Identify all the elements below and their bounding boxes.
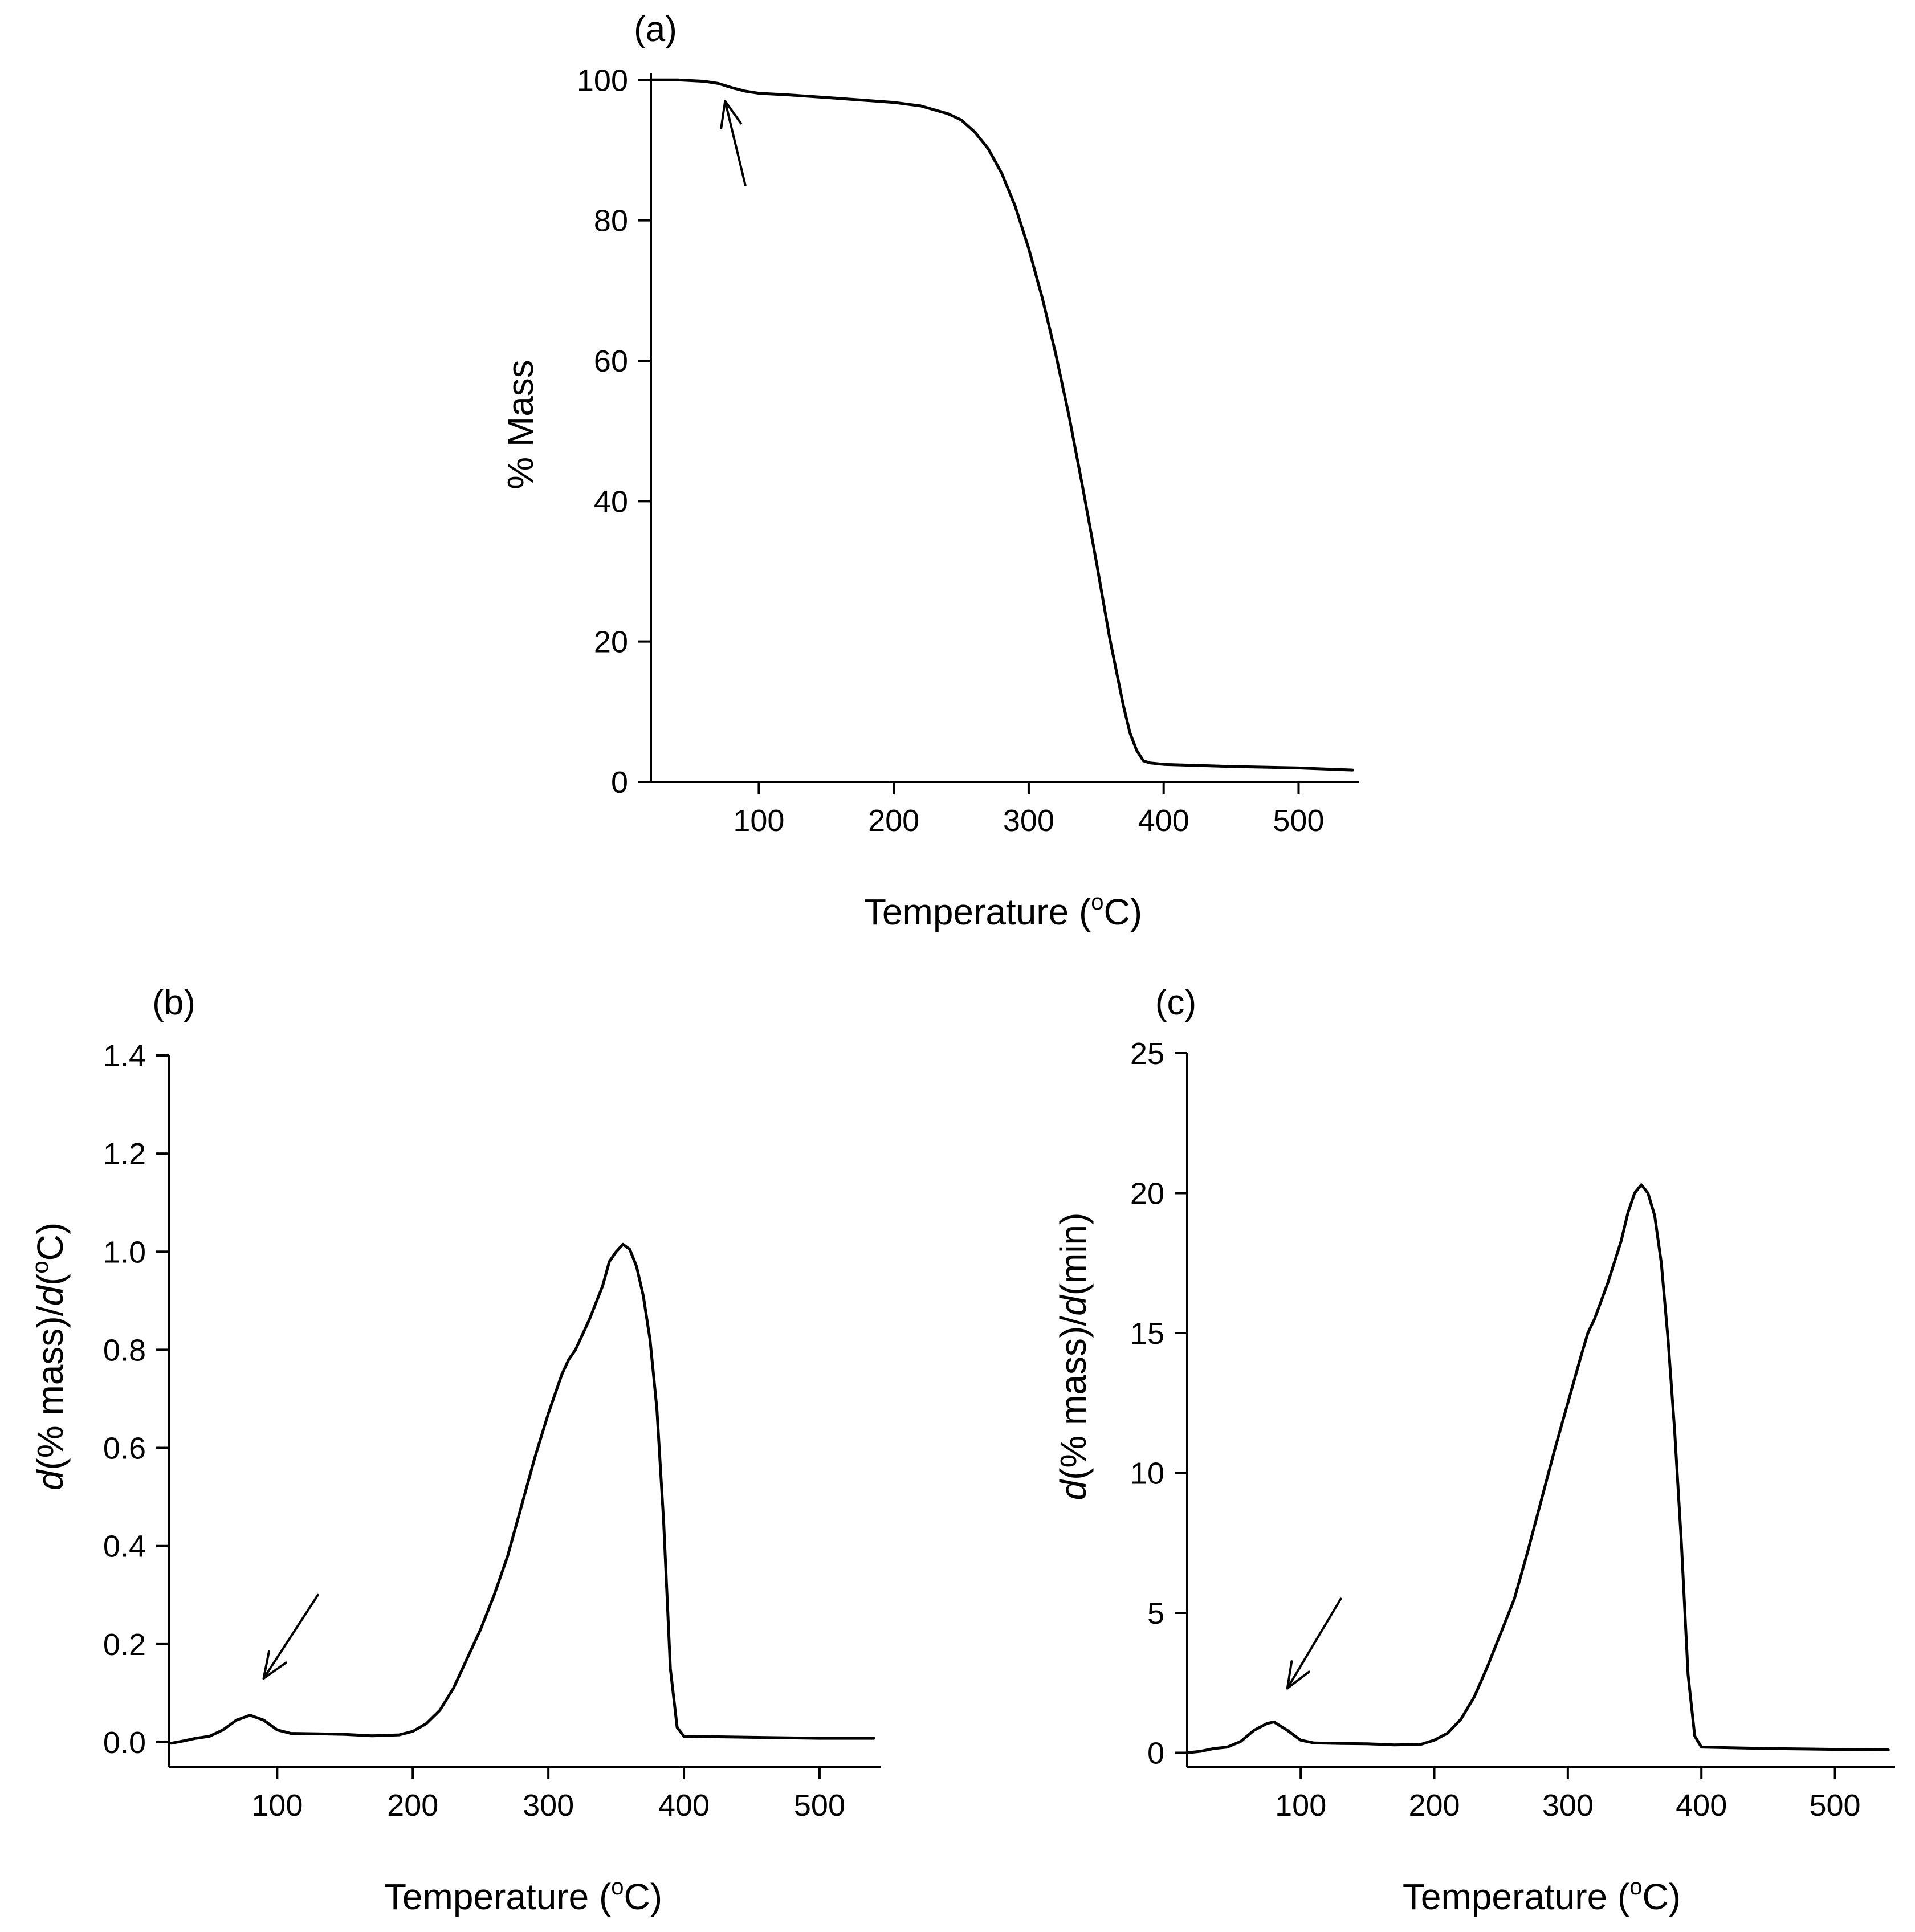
panel-c-x-title-text: Temperature ( <box>1403 1876 1629 1917</box>
panel-c-x-tick-label: 500 <box>1809 1788 1860 1823</box>
panel-a-y-axis-title: % Mass <box>500 360 541 490</box>
panel-c-arrow-shaft <box>1286 1597 1342 1690</box>
panel-b-y-tick-label: 0.8 <box>103 1333 146 1367</box>
panel-a-y-tick-label: 100 <box>577 63 628 97</box>
panel-b-y-tick-label: 1.4 <box>103 1039 146 1073</box>
panel-b-dtg-curve <box>170 1242 875 1745</box>
panel-a-x-title-sup: o <box>1091 890 1103 915</box>
panel-a-mass-chart: (a) 100 200 300 400 500 0 20 40 60 80 100 Temperat… <box>500 10 1359 932</box>
panel-a-x-tick-label: 200 <box>868 804 919 838</box>
panel-c-y-axis-title: d(% mass)/d(min) <box>1053 1213 1094 1501</box>
panel-a-annotation-arrow <box>720 100 747 187</box>
panel-b-y-tick-label: 0.6 <box>103 1432 146 1466</box>
panel-b-x-tick-label: 400 <box>658 1788 710 1823</box>
panel-c-y-tick-label: 15 <box>1130 1316 1164 1351</box>
panel-a-x-title-end: C) <box>1104 891 1143 932</box>
panel-c-y-tick-label: 0 <box>1147 1736 1164 1770</box>
panel-c-y-tick-label: 10 <box>1130 1456 1164 1490</box>
panel-b-y-title-d2: d <box>30 1285 71 1306</box>
panel-a-x-tick-label: 300 <box>1003 804 1054 838</box>
panel-b-arrow-head <box>262 1650 287 1680</box>
panel-b-derivative-temp-chart: (b) 100 200 300 400 500 0.0 0.2 0.4 0.6 0.8 1.0 1.2… <box>28 983 881 1917</box>
panel-c-axes: 100 200 300 400 500 0 5 10 15 20 25 <box>1130 1037 1895 1823</box>
panel-c-annotation-arrow <box>1286 1597 1342 1690</box>
panel-b-x-title-end: C) <box>624 1876 663 1917</box>
panel-a-axes: 100 200 300 400 500 0 20 40 60 80 100 <box>577 63 1359 838</box>
panel-c-x-tick-label: 300 <box>1542 1788 1594 1823</box>
panel-c-y-tick-label: 20 <box>1130 1176 1164 1210</box>
panel-c-y-title-d: d <box>1053 1478 1094 1500</box>
panel-b-x-tick-label: 300 <box>523 1788 574 1823</box>
panel-b-arrow-shaft <box>262 1593 319 1680</box>
panel-a-mass-curve <box>649 78 1354 772</box>
panel-b-y-title-sup: o <box>28 1261 53 1273</box>
panel-b-y-tick-label: 1.0 <box>103 1235 146 1269</box>
panel-b-annotation-arrow <box>262 1593 319 1680</box>
panel-c-y-title-d2: d <box>1053 1294 1094 1316</box>
panel-c-x-title-end: C) <box>1643 1876 1681 1917</box>
panel-c-label: (c) <box>1155 983 1196 1022</box>
panel-a-label: (a) <box>634 10 677 49</box>
panel-a-y-tick-label: 60 <box>594 344 628 378</box>
panel-c-x-tick-label: 100 <box>1275 1788 1326 1823</box>
panel-a-y-tick-label: 20 <box>594 625 628 659</box>
panel-c-x-tick-label: 400 <box>1676 1788 1727 1823</box>
panel-c-arrow-head <box>1286 1660 1310 1690</box>
panel-c-x-axis-title: Temperature (oC) <box>1403 1874 1681 1917</box>
panel-c-y-tick-label: 5 <box>1147 1596 1164 1631</box>
panel-b-y-tick-label: 0.2 <box>103 1628 146 1662</box>
panel-a-x-tick-label: 100 <box>733 804 784 838</box>
panel-b-x-tick-label: 100 <box>251 1788 303 1823</box>
panel-b-axes: 100 200 300 400 500 0.0 0.2 0.4 0.6 0.8 1.0 1.2 1.4 <box>103 1039 881 1823</box>
panel-c-dtg-curve <box>1185 1183 1890 1754</box>
panel-b-x-tick-label: 200 <box>387 1788 438 1823</box>
panel-b-y-title-paren: ( <box>30 1274 71 1286</box>
panel-a-y-tick-label: 80 <box>594 204 628 238</box>
panel-b-y-axis-title: d(% mass)/d(oC) <box>28 1222 71 1490</box>
panel-b-label: (b) <box>152 983 195 1022</box>
panel-c-x-title-sup: o <box>1629 1874 1642 1900</box>
panel-b-x-tick-label: 500 <box>794 1788 845 1823</box>
panel-b-x-axis-title: Temperature (oC) <box>384 1874 662 1917</box>
panel-a-arrow-head <box>720 100 742 129</box>
panel-b-y-tick-label: 0.0 <box>103 1726 146 1760</box>
panel-a-x-title-text: Temperature ( <box>864 891 1091 932</box>
panel-a-x-tick-label: 500 <box>1273 804 1324 838</box>
panel-b-y-title-d: d <box>30 1469 71 1490</box>
panel-b-x-title-sup: o <box>611 1874 624 1900</box>
panel-b-y-tick-label: 1.2 <box>103 1137 146 1171</box>
panel-a-x-axis-title: Temperature (oC) <box>864 890 1142 932</box>
panel-a-x-tick-label: 400 <box>1138 804 1189 838</box>
panel-a-arrow-shaft <box>724 100 747 187</box>
panel-b-y-tick-label: 0.4 <box>103 1530 146 1564</box>
panel-c-derivative-time-chart: (c) 100 200 300 400 500 0 5 10 15 20 25 Temperatur… <box>1053 983 1895 1917</box>
panel-c-x-tick-label: 200 <box>1408 1788 1460 1823</box>
panel-b-y-title-mid: (% mass)/ <box>30 1306 71 1470</box>
panel-c-y-tick-label: 25 <box>1130 1037 1164 1071</box>
panel-a-y-tick-label: 0 <box>611 765 628 800</box>
panel-a-y-tick-label: 40 <box>594 484 628 519</box>
panel-c-y-title-mid: (% mass)/ <box>1053 1316 1094 1480</box>
panel-b-x-title-text: Temperature ( <box>384 1876 611 1917</box>
panel-c-y-title-end: (min) <box>1053 1213 1094 1296</box>
panel-b-y-title-end: C) <box>30 1222 71 1261</box>
